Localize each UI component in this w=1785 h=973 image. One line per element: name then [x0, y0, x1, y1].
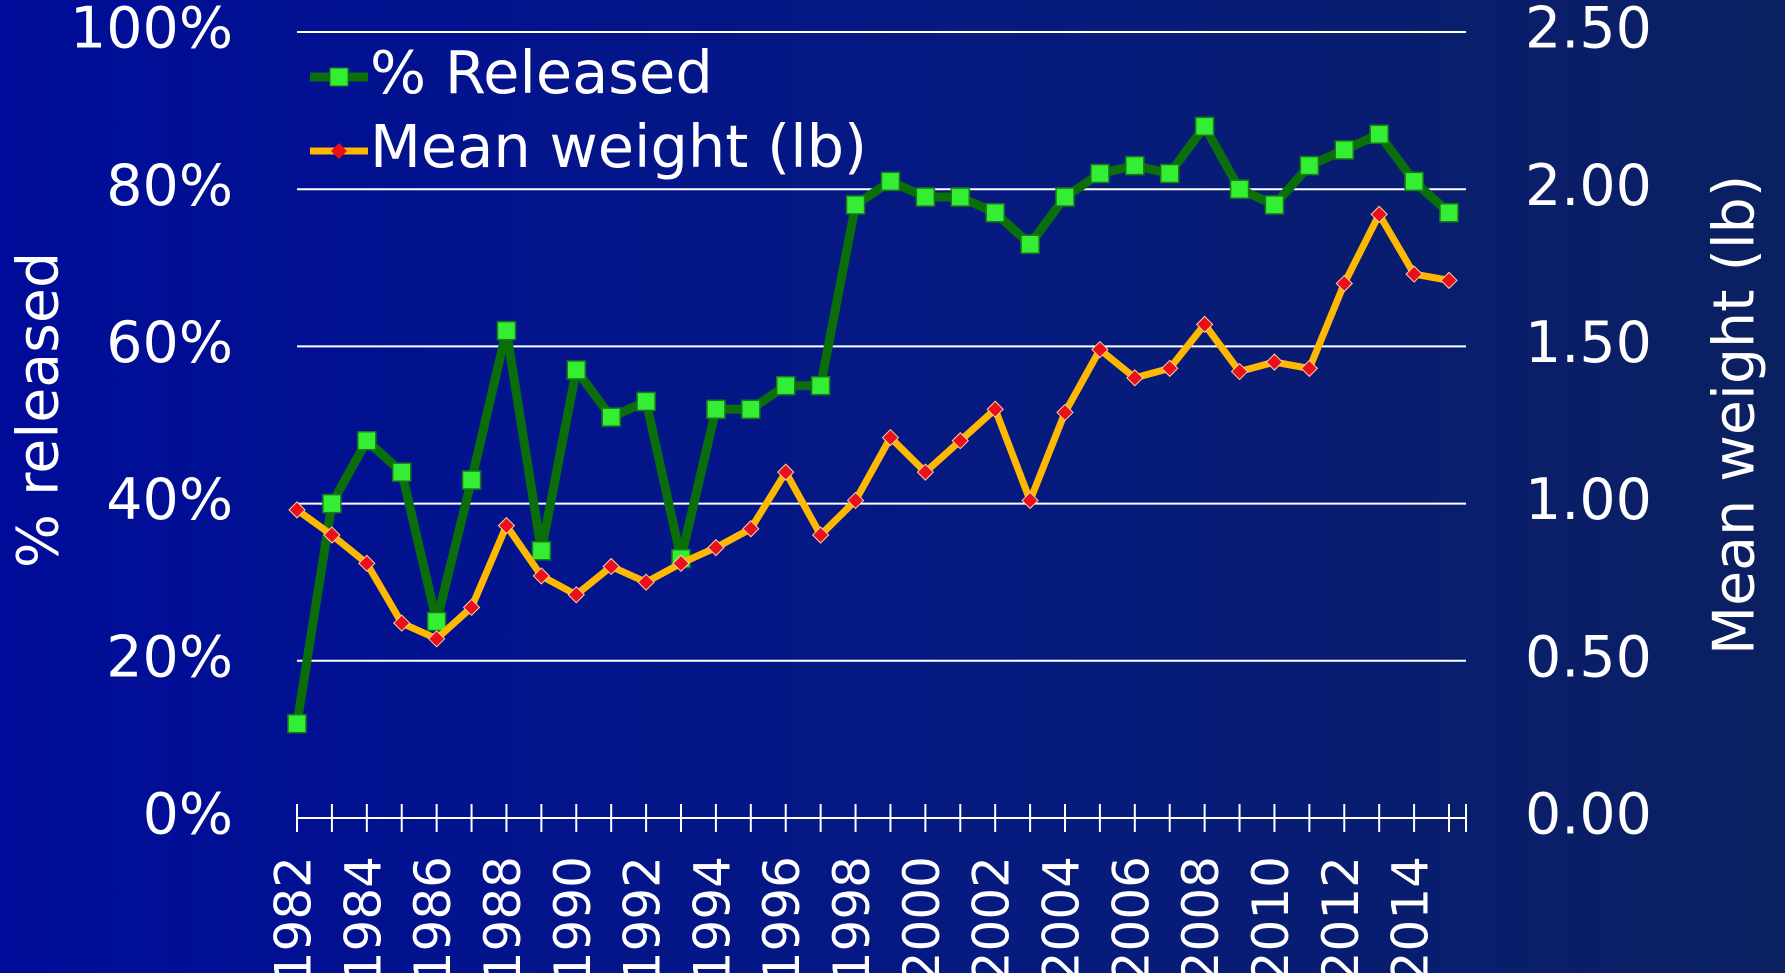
marker — [532, 542, 550, 560]
marker — [1091, 164, 1109, 182]
marker — [602, 408, 620, 426]
marker — [1266, 354, 1282, 370]
marker — [916, 188, 934, 206]
legend-marker — [330, 68, 348, 86]
marker — [812, 377, 830, 395]
page: % released Mean weight (lb) 0% 20% 40% 60% 8… — [0, 0, 1785, 973]
marker — [637, 392, 655, 410]
marker — [881, 172, 899, 190]
marker — [323, 495, 341, 513]
y-tick-label: 100% — [70, 0, 233, 62]
x-tick-label: 2010 — [1242, 856, 1300, 973]
marker — [951, 188, 969, 206]
y2-tick-label: 2.00 — [1525, 153, 1652, 219]
marker — [1370, 125, 1388, 143]
y-axis-label: % released — [6, 252, 72, 568]
marker — [1021, 235, 1039, 253]
x-tick-label: 1986 — [404, 856, 462, 973]
legend-label: Mean weight (lb) — [370, 112, 867, 181]
marker — [1440, 204, 1458, 222]
marker — [1056, 188, 1074, 206]
x-tick-label: 1982 — [265, 856, 323, 973]
x-tick-label: 1988 — [474, 856, 532, 973]
marker — [986, 204, 1004, 222]
x-tick-label: 1992 — [614, 856, 672, 973]
series-line — [297, 214, 1449, 638]
y2-tick-label: 2.50 — [1525, 0, 1652, 62]
y-tick-label: 60% — [106, 310, 233, 376]
marker — [742, 400, 760, 418]
y2-tick-label: 1.00 — [1525, 467, 1652, 533]
marker — [777, 377, 795, 395]
marker — [1441, 272, 1457, 288]
x-tick-label: 1990 — [544, 856, 602, 973]
marker — [1335, 141, 1353, 159]
marker — [1300, 157, 1318, 175]
y-tick-label: 0% — [143, 782, 233, 848]
marker — [288, 715, 306, 733]
x-tick-label: 1996 — [753, 856, 811, 973]
x-tick-label: 2014 — [1382, 856, 1440, 973]
x-tick-label: 2000 — [893, 856, 951, 973]
y2-tick-label: 1.50 — [1525, 310, 1652, 376]
y2-tick-label: 0.00 — [1525, 782, 1652, 848]
y2-tick-label: 0.50 — [1525, 624, 1652, 690]
x-tick-label: 1998 — [823, 856, 881, 973]
x-tick-label: 2006 — [1102, 856, 1160, 973]
y-tick-label: 80% — [106, 153, 233, 219]
marker — [358, 432, 376, 450]
y-tick-label: 20% — [106, 624, 233, 690]
marker — [1196, 117, 1214, 135]
marker — [707, 400, 725, 418]
x-tick-label: 2012 — [1312, 856, 1370, 973]
marker — [428, 613, 446, 631]
x-tick-label: 2008 — [1172, 856, 1230, 973]
x-tick-label: 2004 — [1033, 856, 1091, 973]
marker — [567, 361, 585, 379]
marker — [1265, 196, 1283, 214]
chart: % released Mean weight (lb) 0% 20% 40% 60% 8… — [0, 0, 1785, 973]
legend-marker — [331, 143, 347, 159]
marker — [847, 196, 865, 214]
marker — [1231, 180, 1249, 198]
marker — [1126, 157, 1144, 175]
y2-axis-label: Mean weight (lb) — [1702, 175, 1768, 655]
legend-label: % Released — [370, 38, 713, 107]
marker — [463, 471, 481, 489]
y-tick-label: 40% — [106, 467, 233, 533]
marker — [393, 463, 411, 481]
series-line — [297, 126, 1449, 723]
x-tick-label: 1994 — [683, 856, 741, 973]
x-tick-label: 1984 — [334, 856, 392, 973]
marker — [497, 322, 515, 340]
marker — [1405, 172, 1423, 190]
x-tick-label: 2002 — [963, 856, 1021, 973]
marker — [1161, 164, 1179, 182]
